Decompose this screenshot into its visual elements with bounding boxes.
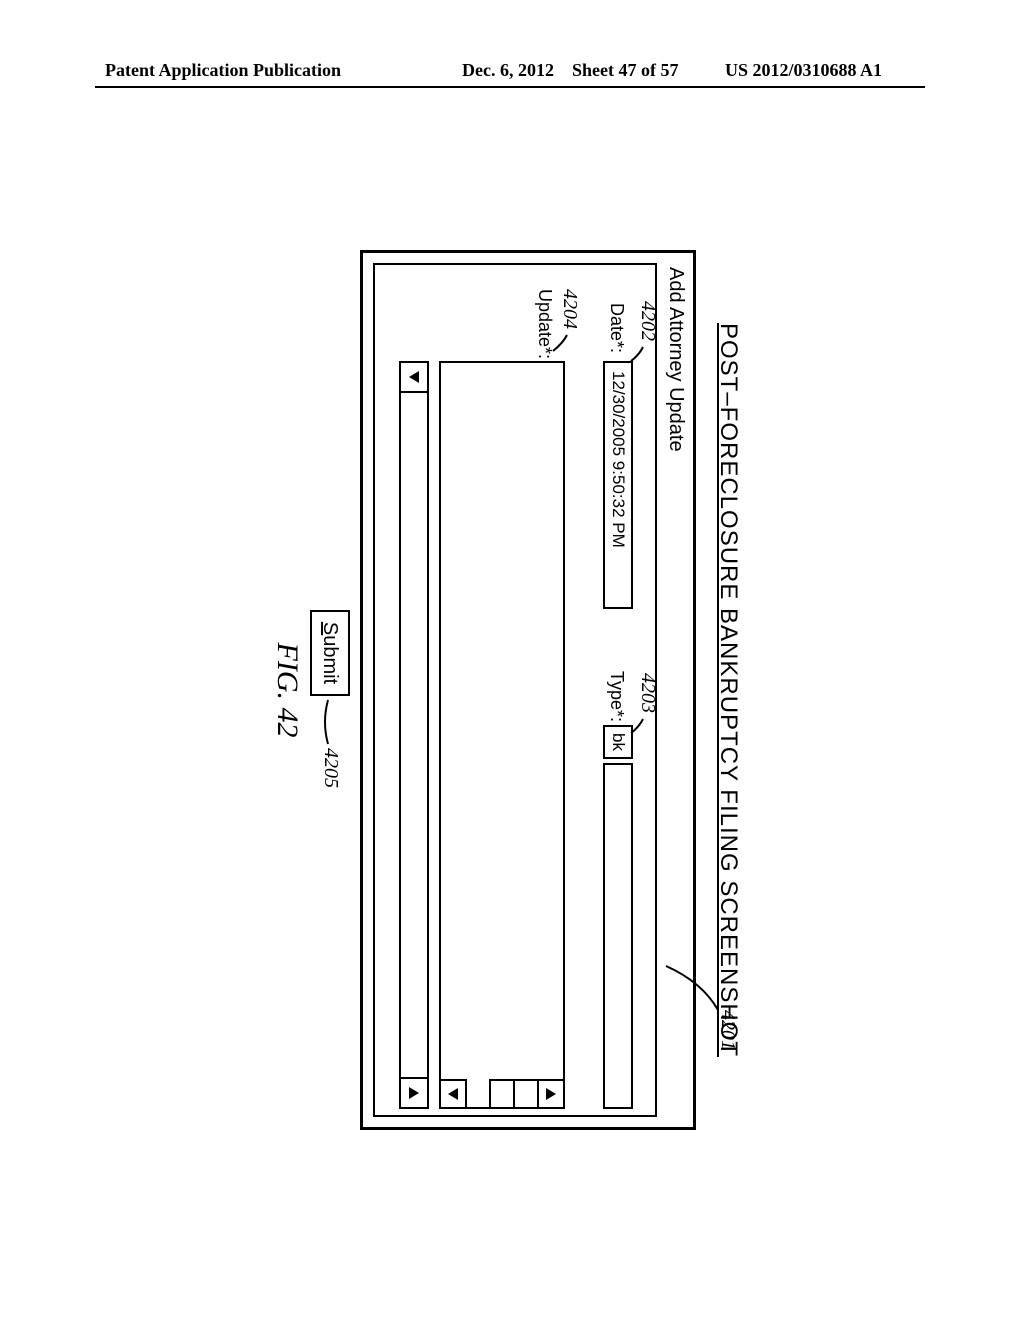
date-value: 12/30/2005 9:50:32 PM: [608, 371, 628, 548]
figure-rotated-container: POST–FORECLOSURE BANKRUPTCY FILING SCREE…: [282, 210, 742, 1170]
screenshot-outline: Add Attorney Update 4202 Date*: 12/30/20…: [360, 250, 696, 1130]
panel-title: Add Attorney Update: [664, 267, 687, 452]
scroll-track-segment: [489, 1079, 513, 1109]
dropdown-right-button[interactable]: [399, 1077, 429, 1109]
scroll-up-button[interactable]: [537, 1079, 565, 1109]
dropdown-left-button[interactable]: [399, 361, 429, 393]
triangle-down-icon: [448, 1088, 458, 1100]
scroll-down-button[interactable]: [439, 1079, 467, 1109]
callout-4203-leader: [631, 717, 645, 735]
form-panel: 4202 Date*: 12/30/2005 9:50:32 PM 4203 T…: [373, 263, 657, 1117]
header-date: Dec. 6, 2012 Sheet 47 of 57: [462, 60, 678, 81]
type-input[interactable]: [603, 763, 633, 1109]
type-value-box: bk: [603, 725, 633, 759]
submit-rest: ubmit: [319, 635, 342, 684]
type-label: Type*:: [606, 671, 627, 722]
triangle-up-icon: [546, 1088, 556, 1100]
header-pubnum: US 2012/0310688 A1: [725, 60, 882, 81]
header-date-text: Dec. 6, 2012: [462, 60, 554, 80]
header-sheet: Sheet 47 of 57: [572, 60, 679, 80]
type-value: bk: [608, 733, 628, 751]
callout-4203: 4203: [636, 673, 659, 713]
dropdown-select[interactable]: [399, 361, 429, 1109]
callout-4204: 4204: [558, 289, 581, 329]
update-label: Update*:: [534, 289, 555, 359]
callout-4204-leader: [553, 333, 569, 353]
scroll-track-segment: [513, 1079, 537, 1109]
callout-4205-leader: [322, 698, 332, 746]
date-label: Date*:: [606, 303, 627, 353]
triangle-up-icon: [409, 1087, 419, 1099]
submit-button[interactable]: Submit: [310, 610, 350, 696]
callout-4202-leader: [631, 345, 645, 363]
submit-accel: S: [319, 622, 342, 635]
figure-caption: FIG. 42: [270, 210, 304, 1170]
date-input[interactable]: 12/30/2005 9:50:32 PM: [603, 361, 633, 609]
callout-4205: 4205: [319, 748, 342, 788]
page: Patent Application Publication Dec. 6, 2…: [0, 0, 1024, 1320]
update-textarea[interactable]: [439, 361, 565, 1109]
triangle-down-icon: [409, 371, 419, 383]
callout-4202: 4202: [636, 301, 659, 341]
header-left: Patent Application Publication: [105, 60, 341, 81]
header-rule: [95, 86, 925, 88]
